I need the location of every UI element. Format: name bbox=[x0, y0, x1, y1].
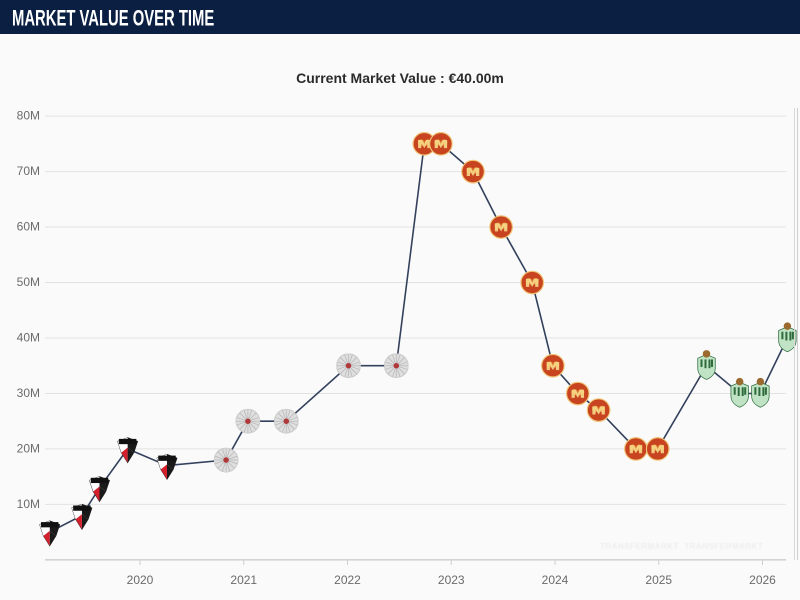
svg-text:20M: 20M bbox=[17, 441, 40, 455]
svg-text:2024: 2024 bbox=[542, 573, 569, 587]
svg-text:80M: 80M bbox=[17, 109, 40, 123]
svg-text:30M: 30M bbox=[17, 386, 40, 400]
svg-text:50M: 50M bbox=[17, 275, 40, 289]
svg-text:2020: 2020 bbox=[127, 573, 154, 587]
svg-text:2026: 2026 bbox=[749, 573, 776, 587]
svg-text:40M: 40M bbox=[17, 330, 40, 344]
svg-text:2025: 2025 bbox=[645, 573, 672, 587]
svg-text:2022: 2022 bbox=[334, 573, 361, 587]
svg-text:60M: 60M bbox=[17, 219, 40, 233]
svg-text:2023: 2023 bbox=[438, 573, 465, 587]
svg-text:10M: 10M bbox=[17, 497, 40, 511]
svg-text:2021: 2021 bbox=[230, 573, 257, 587]
svg-text:70M: 70M bbox=[17, 164, 40, 178]
